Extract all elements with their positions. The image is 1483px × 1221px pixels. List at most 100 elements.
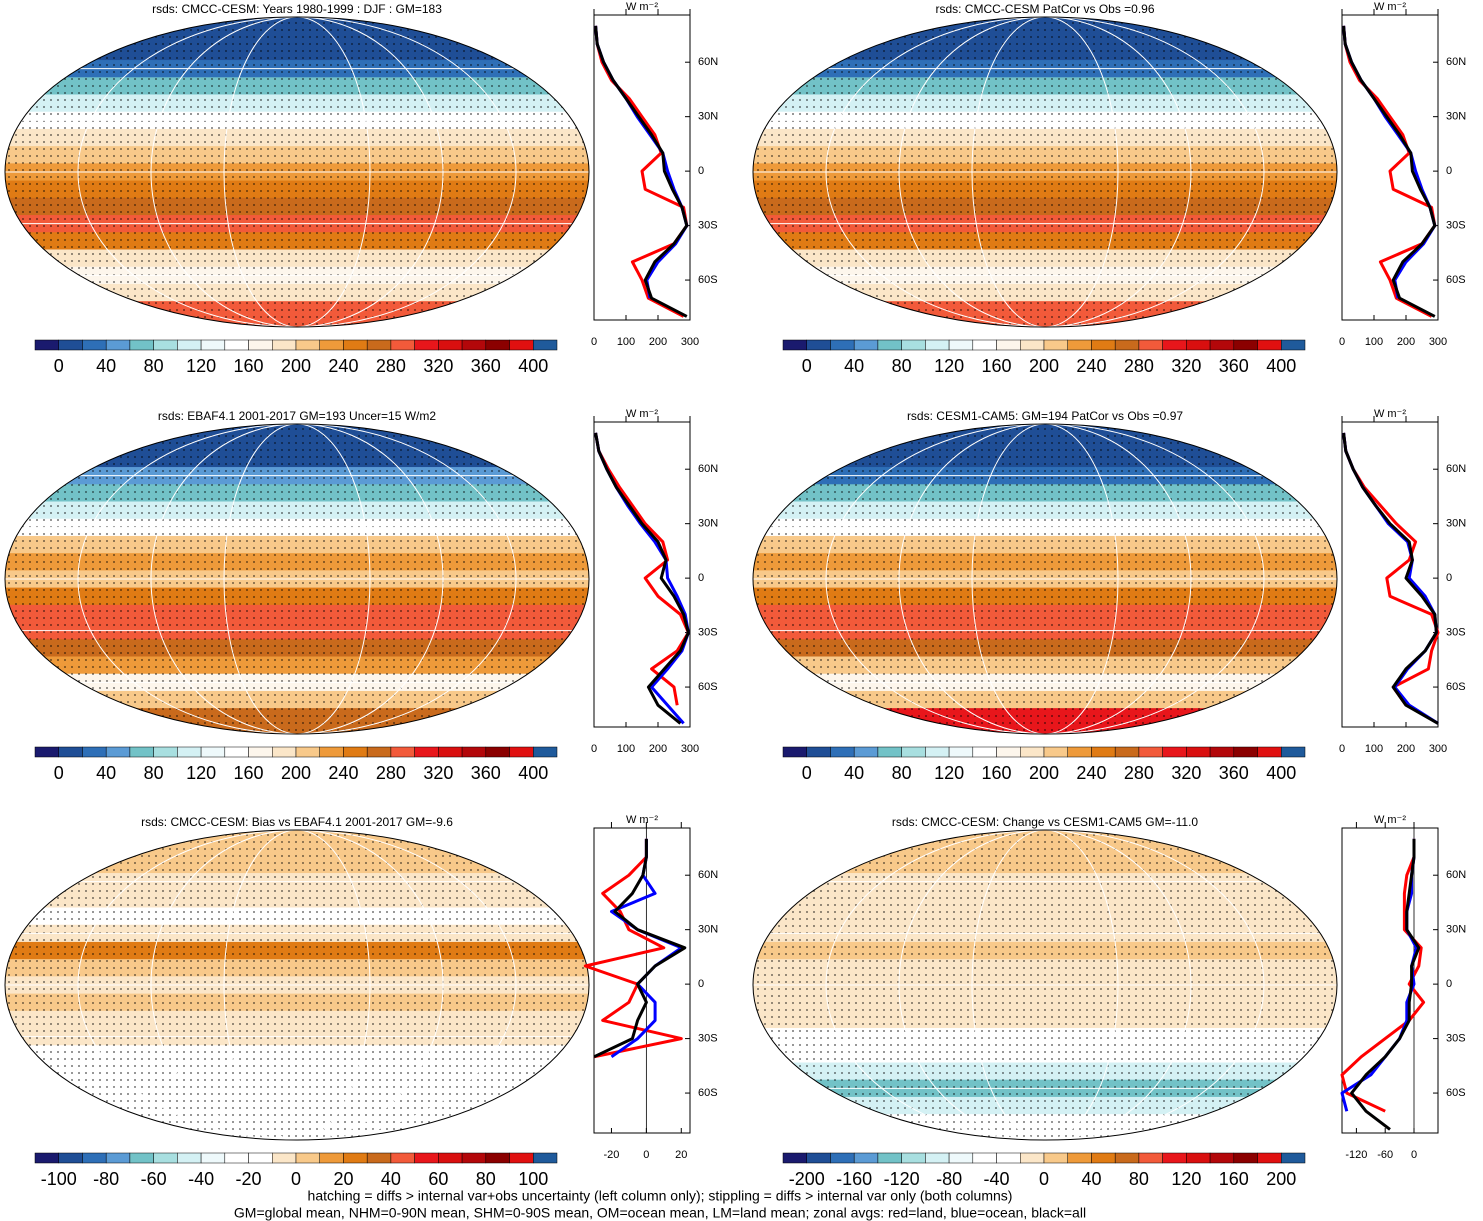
color-box	[272, 1152, 297, 1164]
zonal-line	[594, 25, 689, 318]
color-box	[153, 1152, 178, 1164]
y-tick-label: 30N	[1446, 924, 1466, 936]
x-tick-label: 0	[1339, 743, 1345, 755]
color-box	[1162, 1152, 1187, 1164]
color-box	[972, 339, 997, 351]
color-box	[343, 1152, 368, 1164]
colorbar-label: 40	[844, 356, 864, 376]
zonal-line	[1342, 432, 1439, 725]
y-tick-label: 60N	[698, 56, 718, 68]
color-box	[901, 746, 926, 758]
color-box	[82, 746, 107, 758]
zonal-unit: W m⁻²	[626, 814, 658, 826]
x-tick-label: 0	[643, 1149, 649, 1161]
map	[5, 830, 589, 1140]
color-box	[34, 746, 59, 758]
color-box	[1020, 746, 1045, 758]
colorbar-label: 200	[1029, 356, 1059, 376]
color-box	[390, 746, 415, 758]
x-tick-label: -120	[1345, 1149, 1367, 1161]
colorbar-label: 80	[1129, 1169, 1149, 1189]
colorbar-label: 60	[428, 1169, 448, 1189]
x-tick-label: 0	[1339, 336, 1345, 348]
color-box	[1138, 1152, 1163, 1164]
color-box	[200, 746, 226, 758]
color-box	[806, 746, 831, 758]
color-box	[948, 746, 974, 758]
color-box	[877, 746, 902, 758]
colorbar-label: 320	[1171, 763, 1201, 783]
color-box	[414, 339, 439, 351]
color-box	[509, 746, 534, 758]
y-tick-label: 60N	[1446, 56, 1466, 68]
y-tick-label: 30S	[698, 1033, 718, 1045]
colorbar-label: 200	[1029, 763, 1059, 783]
x-tick-label: 200	[649, 743, 667, 755]
color-box	[461, 339, 487, 351]
colorbar-label: 200	[281, 763, 311, 783]
x-tick-label: 300	[681, 743, 699, 755]
color-box	[972, 1152, 997, 1164]
y-tick-label: 30N	[1446, 111, 1466, 123]
color-box	[1138, 746, 1163, 758]
color-box	[996, 339, 1021, 351]
y-tick-label: 60S	[698, 1087, 718, 1099]
color-box	[533, 339, 558, 351]
color-box	[177, 339, 202, 351]
zonal-unit: W m⁻²	[1374, 814, 1406, 826]
graticule	[898, 830, 1192, 1140]
zonal-line	[594, 25, 689, 318]
note: GM=global mean, NHM=0-90N mean, SHM=0-90…	[234, 1205, 1086, 1221]
colorbar-label: 200	[1266, 1169, 1296, 1189]
color-box	[1281, 746, 1306, 758]
color-box	[461, 746, 487, 758]
panel-title: rsds: CMCC-CESM: Bias vs EBAF4.1 2001-20…	[141, 815, 453, 829]
color-box	[390, 1152, 415, 1164]
x-tick-label: 300	[1429, 336, 1447, 348]
color-box	[1162, 746, 1187, 758]
y-tick-label: 0	[1446, 978, 1452, 990]
color-box	[200, 1152, 226, 1164]
color-box	[1067, 339, 1092, 351]
color-box	[295, 1152, 320, 1164]
color-box	[105, 1152, 131, 1164]
colorbar-label: 120	[934, 356, 964, 376]
color-box	[105, 339, 131, 351]
color-box	[1257, 746, 1282, 758]
y-tick-label: 0	[698, 572, 704, 584]
zonal-unit: W m⁻²	[626, 408, 658, 420]
zonal-line	[583, 838, 683, 1059]
graticule	[971, 830, 1119, 1140]
colorbar-label: 280	[1124, 356, 1154, 376]
color-box	[1020, 1152, 1045, 1164]
colorbar-label: -120	[884, 1169, 920, 1189]
color-box	[1233, 746, 1258, 758]
graticule	[971, 424, 1119, 734]
zonal-unit: W m⁻²	[626, 1, 658, 13]
y-tick-label: 60S	[698, 274, 718, 286]
color-box	[200, 339, 226, 351]
color-box	[295, 746, 320, 758]
color-box	[58, 339, 83, 351]
color-box	[1186, 746, 1211, 758]
colorbar-label: 360	[1219, 356, 1249, 376]
y-tick-label: 0	[698, 978, 704, 990]
colorbar-label: 40	[844, 763, 864, 783]
color-box	[1043, 746, 1068, 758]
color-box	[901, 339, 926, 351]
color-box	[343, 746, 368, 758]
colorbar-label: 0	[1039, 1169, 1049, 1189]
color-box	[485, 1152, 510, 1164]
zonal-frame	[1341, 14, 1439, 321]
color-box	[1281, 339, 1306, 351]
map	[753, 830, 1337, 1140]
color-box	[830, 746, 855, 758]
colorbar-label: 120	[186, 356, 216, 376]
colorbar-label: 0	[802, 356, 812, 376]
map	[753, 17, 1337, 327]
colorbar-label: 400	[1266, 763, 1296, 783]
color-box	[82, 339, 107, 351]
color-box	[248, 339, 273, 351]
color-box	[414, 1152, 439, 1164]
panel: rsds: CMCC-CESM: Bias vs EBAF4.1 2001-20…	[4, 814, 718, 1189]
